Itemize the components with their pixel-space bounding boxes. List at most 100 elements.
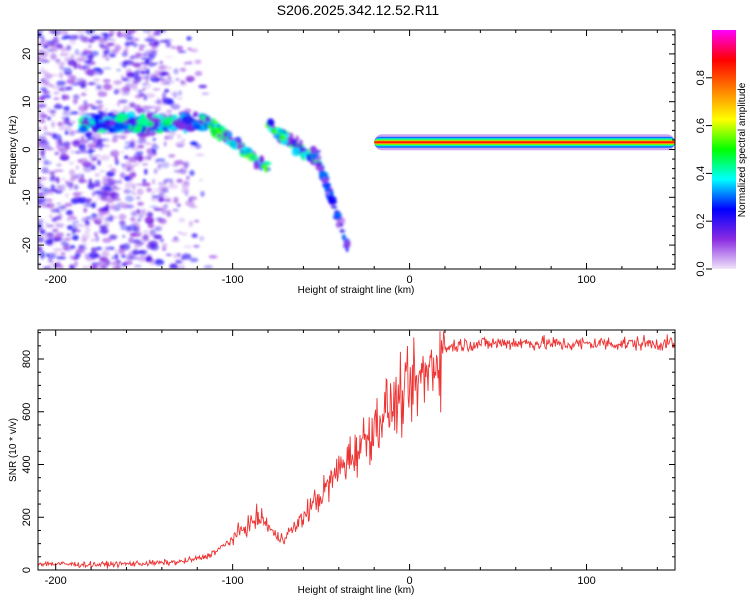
noise-cell — [40, 87, 48, 92]
noise-cell — [124, 155, 129, 160]
noise-cell — [127, 177, 134, 181]
noise-cell — [136, 188, 144, 196]
heatmap-band — [77, 111, 351, 253]
arm-cell — [331, 205, 338, 209]
noise-cell — [186, 36, 192, 41]
band-cell — [164, 116, 174, 124]
noise-cell — [189, 257, 199, 263]
noise-cell — [171, 238, 180, 243]
noise-cell — [58, 140, 63, 146]
noise-cell — [40, 254, 45, 260]
noise-cell — [49, 42, 56, 47]
noise-cell — [80, 236, 88, 243]
noise-cell — [49, 252, 59, 256]
noise-cell — [98, 229, 108, 234]
noise-cell — [117, 100, 120, 107]
arm-cell — [336, 219, 340, 229]
noise-cell — [56, 163, 62, 167]
noise-cell — [142, 179, 146, 183]
noise-cell — [45, 224, 55, 228]
noise-cell — [179, 67, 187, 72]
noise-cell — [137, 90, 144, 93]
noise-cell — [102, 237, 112, 243]
band-cell — [115, 113, 128, 123]
noise-cell — [67, 120, 77, 124]
noise-cell — [82, 64, 90, 71]
y-tick-label: 0 — [21, 567, 33, 573]
noise-cell — [66, 45, 72, 51]
noise-cell — [85, 30, 95, 35]
noise-cell — [189, 170, 195, 176]
arm-cell — [333, 212, 342, 218]
noise-cell — [64, 129, 69, 135]
colorbar-gradient — [712, 30, 736, 269]
noise-cell — [149, 229, 156, 237]
noise-cell — [124, 141, 132, 145]
noise-cell — [139, 71, 147, 74]
noise-cell — [95, 100, 103, 104]
arm-cell — [229, 139, 238, 148]
noise-cell — [186, 175, 190, 180]
noise-cell — [43, 125, 47, 131]
arm-cell — [302, 157, 306, 161]
noise-cell — [72, 98, 78, 105]
noise-cell — [180, 171, 187, 175]
x-tick-label: 100 — [577, 274, 595, 286]
noise-cell — [98, 211, 105, 217]
noise-cell — [120, 150, 125, 154]
noise-cell — [135, 104, 140, 108]
band-cell — [192, 124, 203, 130]
arm-cell — [251, 153, 256, 162]
noise-cell — [56, 44, 64, 49]
noise-cell — [97, 262, 106, 269]
arm-cell — [296, 143, 300, 148]
noise-cell — [81, 139, 88, 145]
noise-cell — [85, 219, 89, 226]
noise-cell — [115, 88, 121, 94]
noise-cell — [129, 102, 136, 108]
noise-cell — [118, 248, 126, 255]
noise-cell — [48, 258, 53, 263]
x-tick-label: -200 — [45, 575, 67, 587]
noise-cell — [83, 207, 88, 213]
noise-cell — [192, 114, 197, 118]
noise-cell — [53, 248, 63, 252]
noise-cell — [41, 114, 48, 119]
noise-cell — [125, 173, 135, 176]
noise-cell — [121, 263, 128, 267]
noise-cell — [130, 212, 138, 217]
noise-cell — [118, 135, 127, 140]
noise-cell — [135, 151, 144, 155]
noise-cell — [51, 132, 58, 139]
arm-cell — [258, 155, 265, 164]
noise-cell — [177, 134, 181, 139]
noise-cell — [110, 168, 117, 174]
noise-cell — [172, 209, 179, 212]
noise-cell — [167, 197, 172, 200]
noise-cell — [166, 109, 173, 114]
noise-cell — [47, 116, 51, 121]
noise-cell — [186, 79, 193, 83]
x-tick-label: 100 — [577, 575, 595, 587]
band-cell — [108, 127, 116, 133]
noise-cell — [125, 195, 134, 203]
noise-cell — [92, 78, 101, 82]
noise-cell — [134, 155, 144, 161]
noise-cell — [53, 235, 62, 241]
noise-cell — [55, 59, 61, 62]
noise-cell — [171, 80, 175, 84]
noise-cell — [147, 30, 151, 35]
noise-cell — [127, 167, 130, 172]
noise-cell — [38, 247, 41, 251]
noise-cell — [181, 253, 192, 260]
arm-cell — [315, 161, 323, 167]
noise-cell — [150, 243, 159, 251]
noise-cell — [74, 260, 78, 266]
noise-cell — [59, 237, 68, 244]
noise-cell — [75, 165, 79, 170]
y-tick-label: -20 — [21, 237, 33, 253]
noise-cell — [104, 108, 109, 111]
noise-cell — [163, 178, 174, 183]
noise-cell — [91, 165, 96, 171]
noise-cell — [159, 71, 170, 76]
